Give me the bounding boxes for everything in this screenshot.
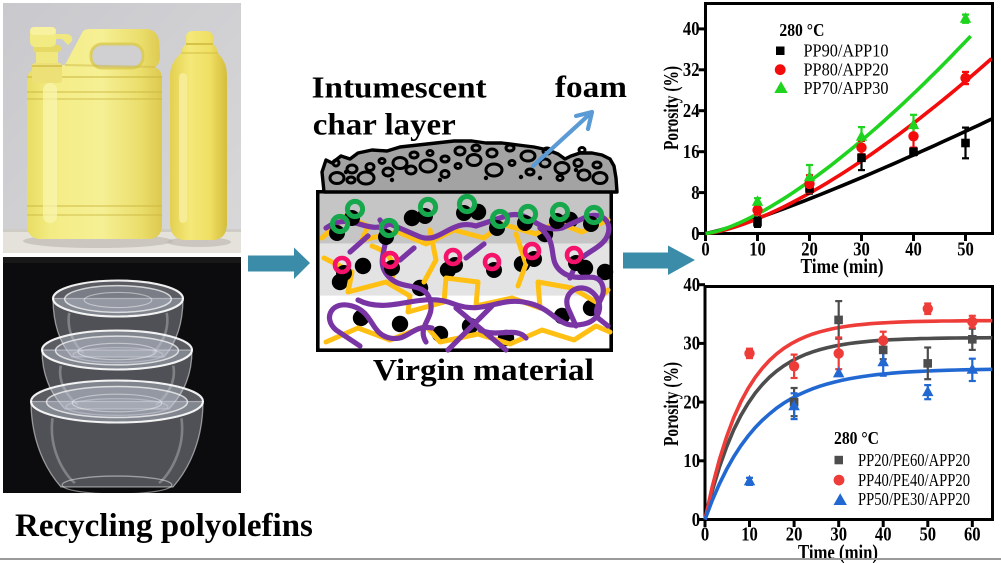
svg-text:32: 32	[683, 59, 700, 81]
svg-text:30: 30	[853, 239, 870, 261]
svg-text:Virgin material: Virgin material	[373, 352, 594, 387]
svg-text:20: 20	[786, 524, 803, 546]
svg-text:Time (min): Time (min)	[801, 254, 884, 278]
svg-text:PP80/APP20: PP80/APP20	[804, 60, 889, 80]
svg-text:40: 40	[905, 239, 922, 261]
svg-text:50: 50	[920, 524, 937, 546]
svg-text:Porosity (%): Porosity (%)	[660, 362, 683, 446]
svg-text:30: 30	[683, 333, 700, 355]
svg-text:PP90/APP10: PP90/APP10	[804, 41, 889, 61]
svg-text:10: 10	[683, 450, 700, 472]
svg-text:0: 0	[691, 223, 699, 245]
svg-text:60: 60	[964, 524, 981, 546]
svg-text:40: 40	[875, 524, 892, 546]
svg-text:16: 16	[683, 141, 700, 163]
svg-text:Intumescent: Intumescent	[312, 70, 488, 105]
svg-text:PP70/APP30: PP70/APP30	[804, 78, 889, 98]
svg-text:40: 40	[683, 18, 700, 40]
svg-text:char layer: char layer	[313, 107, 456, 142]
svg-text:280 °C: 280 °C	[779, 20, 824, 40]
svg-text:PP50/PE30/APP20: PP50/PE30/APP20	[858, 489, 970, 509]
svg-text:10: 10	[741, 524, 758, 546]
svg-text:Time (min): Time (min)	[798, 540, 878, 563]
svg-text:280 °C: 280 °C	[834, 428, 879, 448]
svg-text:8: 8	[691, 182, 699, 204]
svg-text:10: 10	[749, 239, 766, 261]
svg-text:30: 30	[830, 524, 847, 546]
svg-text:20: 20	[683, 391, 700, 413]
svg-text:PP20/PE60/APP20: PP20/PE60/APP20	[858, 450, 970, 470]
svg-text:0: 0	[701, 239, 709, 261]
svg-text:foam: foam	[555, 69, 627, 104]
svg-text:0: 0	[692, 509, 700, 531]
svg-text:40: 40	[683, 275, 700, 296]
svg-text:Porosity (%): Porosity (%)	[660, 66, 683, 150]
svg-text:50: 50	[957, 239, 974, 261]
svg-text:0: 0	[701, 524, 709, 546]
svg-text:20: 20	[801, 239, 818, 261]
svg-text:24: 24	[683, 100, 700, 122]
svg-text:PP40/PE40/APP20: PP40/PE40/APP20	[858, 470, 970, 490]
